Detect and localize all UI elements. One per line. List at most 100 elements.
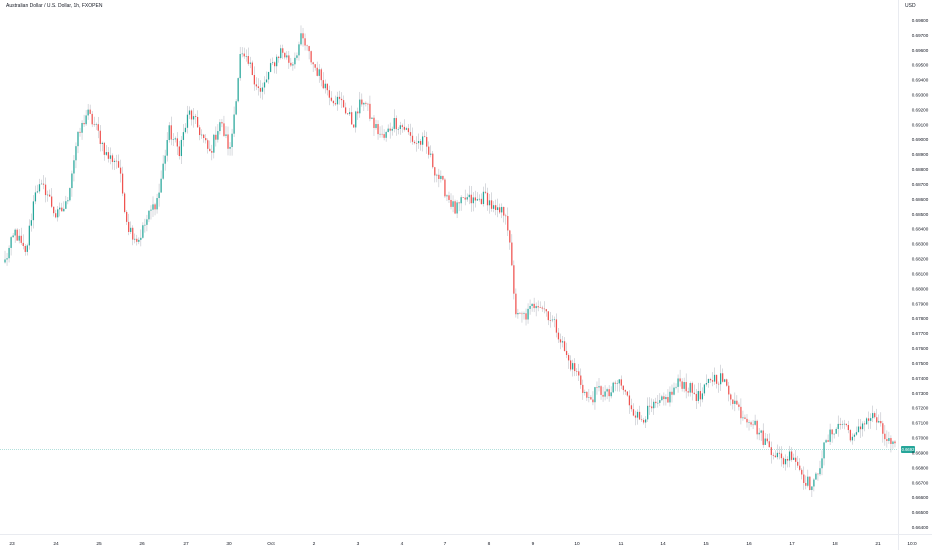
x-tick-label: 18 <box>832 541 838 547</box>
candle-body <box>736 400 738 405</box>
candle-body <box>436 174 438 176</box>
y-axis: 0.69800 0.69700 0.69600 0.69500 0.69400 0.693… <box>912 18 929 530</box>
current-price-label: 0.6692 <box>902 447 915 452</box>
candle-body <box>582 384 584 393</box>
candle-body <box>638 411 641 420</box>
candle-body <box>715 374 718 384</box>
candle-body <box>265 79 268 83</box>
candle-body <box>543 308 545 310</box>
candle-body <box>561 341 564 343</box>
candle-body <box>123 193 126 212</box>
x-axis: 23 24 25 26 27 30 Oct 2 3 4 7 8 9 10 11 14 15 16 17 18 21 10:… <box>9 541 917 547</box>
candle-body <box>413 141 416 144</box>
candle-body <box>194 116 197 118</box>
candle-body <box>494 205 497 211</box>
candle-body <box>768 441 770 448</box>
candle-body <box>464 197 466 200</box>
candle-body <box>705 382 708 385</box>
candle-body <box>602 394 604 397</box>
candle-body <box>717 383 720 385</box>
candle-body <box>51 196 53 207</box>
candle-body <box>249 62 251 64</box>
candle-body <box>513 265 515 294</box>
candle-body <box>462 197 464 198</box>
candle-body <box>59 207 61 210</box>
candle-body <box>103 142 105 155</box>
candle-body <box>865 418 868 425</box>
candle-body <box>192 116 195 120</box>
candle-body <box>387 128 389 133</box>
x-tick-label: 11 <box>619 541 624 547</box>
candle-body <box>294 57 296 65</box>
candle-body <box>874 413 876 418</box>
candle-body <box>503 206 505 216</box>
candle-body <box>257 86 260 89</box>
candle-body <box>616 383 618 385</box>
candle-body <box>365 102 367 104</box>
candle-body <box>701 393 704 400</box>
candle-body <box>146 219 148 225</box>
candle-body <box>286 55 288 58</box>
candle-body <box>841 424 843 425</box>
candle-body <box>44 184 47 196</box>
currency-label[interactable]: USD <box>905 3 916 9</box>
candle-body <box>819 468 821 475</box>
y-tick-label: 0.69300 <box>912 93 929 98</box>
candle-body <box>359 99 361 114</box>
candle-body <box>219 122 221 132</box>
candle-body <box>713 374 716 382</box>
candle-body <box>326 83 328 91</box>
x-tick-label: 7 <box>444 541 447 547</box>
candle-body <box>61 207 63 212</box>
candle-body <box>663 396 665 400</box>
candle-body <box>89 109 91 114</box>
candle-body <box>148 210 150 220</box>
x-tick-label: Oct <box>267 541 275 547</box>
candle-body <box>525 313 527 320</box>
y-tick-label: 0.67000 <box>912 436 929 441</box>
candle-body <box>186 114 189 128</box>
candle-body <box>693 392 695 394</box>
candle-body <box>857 426 860 433</box>
candle-body <box>470 194 472 204</box>
candle-body <box>32 201 35 221</box>
candle-body <box>399 125 401 129</box>
candle-body <box>572 363 574 370</box>
symbol-title[interactable]: Australian Dollar / U.S. Dollar, 1h, FXO… <box>6 3 103 9</box>
candle-body <box>748 422 750 423</box>
x-tick-label: 14 <box>660 541 666 547</box>
candle-body <box>488 200 491 206</box>
candle-body <box>304 38 306 46</box>
candle-body <box>419 141 422 145</box>
candle-body <box>661 396 663 401</box>
y-tick-label: 0.67700 <box>912 331 929 336</box>
candle-body <box>334 103 337 105</box>
candle-body <box>344 107 347 114</box>
candle-body <box>805 482 807 486</box>
candle-body <box>346 113 349 115</box>
candle-body <box>762 430 764 445</box>
candle-body <box>201 134 203 136</box>
candle-body <box>780 453 783 459</box>
candle-body <box>509 230 511 243</box>
candle-body <box>784 458 787 465</box>
candle-body <box>79 131 81 133</box>
candle-body <box>497 207 499 211</box>
candle-body <box>456 202 458 214</box>
candle-body <box>547 311 549 321</box>
candle-body <box>403 126 406 130</box>
candle-body <box>8 247 10 259</box>
candle-body <box>40 183 43 185</box>
candle-body <box>454 201 456 214</box>
candle-body <box>539 307 541 308</box>
candle-body <box>811 486 813 490</box>
y-tick-label: 0.68800 <box>912 167 929 172</box>
candle-body <box>407 128 410 133</box>
candle-body <box>168 125 170 141</box>
candle-body <box>381 133 383 135</box>
candle-body <box>28 225 30 246</box>
candle-body <box>46 194 49 196</box>
candle-body <box>541 307 543 309</box>
candle-body <box>600 386 602 395</box>
